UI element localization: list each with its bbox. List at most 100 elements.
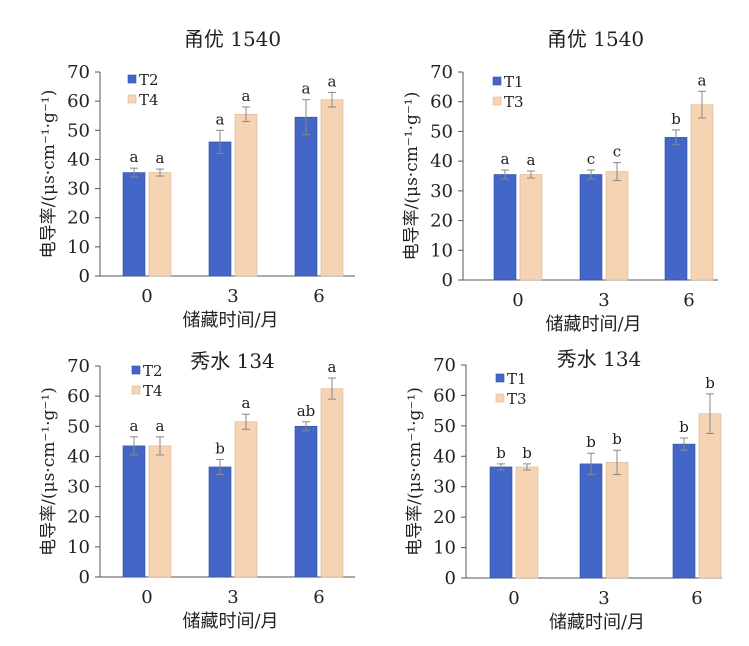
- y-tick-label: 10: [430, 240, 453, 261]
- legend-swatch-t3: [492, 96, 502, 106]
- significance-label: a: [698, 71, 707, 89]
- legend-label-t3: T3: [507, 390, 527, 408]
- bar-t4: [234, 421, 258, 578]
- legend-label-t4: T4: [139, 91, 159, 109]
- significance-label: a: [156, 417, 165, 435]
- chart-panel-4: 秀水 134 0 10 20 30 40 50 60 70 电导率/(μs·cm⁻¹·g⁻¹) 0 3…: [405, 347, 722, 633]
- y-tick-label: 20: [430, 211, 453, 232]
- bar-t4: [320, 388, 344, 578]
- y-tick-label: 70: [433, 355, 456, 376]
- y-tick-label: 70: [67, 62, 90, 83]
- x-tick-label: 3: [598, 588, 609, 609]
- y-tick-label: 10: [67, 537, 90, 558]
- significance-label: b: [496, 444, 506, 462]
- bar-t1: [493, 174, 517, 281]
- significance-label: a: [527, 151, 536, 169]
- x-axis-label: 储藏时间/月: [182, 310, 278, 331]
- y-tick-label: 60: [67, 386, 90, 407]
- x-tick-label: 6: [691, 588, 702, 609]
- y-tick-label: 40: [433, 446, 456, 467]
- bar-t4: [148, 172, 172, 277]
- bar-t2: [294, 425, 318, 578]
- bar-t3: [698, 413, 722, 579]
- bar-t4: [148, 445, 172, 578]
- y-axis-label: 电导率/(μs·cm⁻¹·g⁻¹): [39, 387, 59, 556]
- legend-swatch-t4: [127, 94, 137, 104]
- bar-t3: [690, 104, 714, 281]
- bar-t2: [122, 172, 146, 277]
- y-tick-label: 50: [430, 121, 453, 142]
- bar-t2: [208, 466, 232, 578]
- significance-label: a: [156, 149, 165, 167]
- significance-label: b: [215, 439, 225, 457]
- chart-title: 秀水 134: [557, 347, 642, 371]
- bar-t2: [208, 141, 232, 277]
- significance-label: a: [328, 358, 337, 376]
- significance-label: c: [613, 143, 621, 161]
- legend-swatch-t1: [492, 76, 502, 86]
- y-axis-label: 电导率/(μs·cm⁻¹·g⁻¹): [402, 92, 422, 261]
- y-tick-label: 40: [67, 149, 90, 170]
- x-axis-label: 储藏时间/月: [545, 314, 641, 335]
- significance-label: ab: [297, 402, 316, 420]
- y-tick-label: 30: [433, 477, 456, 498]
- x-axis-label: 储藏时间/月: [549, 612, 645, 633]
- x-axis-label: 储藏时间/月: [182, 611, 278, 632]
- y-tick-label: 50: [67, 416, 90, 437]
- x-tick-label: 0: [141, 587, 152, 608]
- significance-label: b: [612, 430, 622, 448]
- significance-label: a: [242, 394, 251, 412]
- y-tick-label: 0: [79, 567, 90, 588]
- legend-swatch-t1: [495, 373, 505, 383]
- y-tick-label: 50: [67, 120, 90, 141]
- chart-title: 甬优 1540: [184, 27, 281, 51]
- y-tick-label: 70: [67, 356, 90, 377]
- chart-title: 秀水 134: [190, 349, 275, 373]
- significance-label: a: [130, 148, 139, 166]
- chart-panel-3: 秀水 134 0 10 20 30 40 50 60 70 电导率/(μs·cm⁻¹·g⁻¹) 0 3…: [39, 349, 355, 632]
- significance-label: b: [522, 444, 532, 462]
- x-tick-label: 0: [141, 286, 152, 307]
- y-tick-label: 0: [445, 568, 456, 589]
- significance-label: b: [705, 374, 715, 392]
- y-tick-label: 60: [430, 92, 453, 113]
- bar-t1: [489, 466, 513, 579]
- y-tick-label: 30: [67, 179, 90, 200]
- significance-label: c: [587, 150, 595, 168]
- legend-swatch-t2: [131, 365, 141, 375]
- y-tick-label: 0: [442, 270, 453, 291]
- significance-label: a: [328, 72, 337, 90]
- bar-t2: [294, 116, 318, 277]
- y-tick-label: 30: [67, 477, 90, 498]
- bar-t1: [672, 443, 696, 579]
- legend-label-t1: T1: [504, 73, 524, 91]
- y-tick-label: 0: [79, 266, 90, 287]
- legend-label-t2: T2: [143, 362, 163, 380]
- significance-label: b: [586, 433, 596, 451]
- y-tick-label: 20: [67, 507, 90, 528]
- chart-panel-1: 甬优 1540 0 10 20 30 40 50 60 70 电导率/(μs·cm⁻¹·g⁻¹) 0…: [39, 27, 355, 331]
- legend-label-t4: T4: [143, 382, 163, 400]
- x-tick-label: 3: [227, 286, 238, 307]
- x-tick-label: 0: [512, 290, 523, 311]
- y-tick-label: 60: [433, 385, 456, 406]
- significance-label: a: [501, 150, 510, 168]
- x-tick-label: 0: [508, 588, 519, 609]
- chart-panel-2: 甬优 1540 0 10 20 30 40 50 60 70 电导率/(μs·cm⁻¹·g⁻¹) 0…: [402, 27, 718, 335]
- legend-swatch-t4: [131, 385, 141, 395]
- y-tick-label: 40: [430, 151, 453, 172]
- y-tick-label: 60: [67, 91, 90, 112]
- x-tick-label: 6: [313, 587, 324, 608]
- bar-t4: [320, 99, 344, 277]
- legend-label-t1: T1: [507, 370, 527, 388]
- y-tick-label: 10: [433, 538, 456, 559]
- significance-label: b: [671, 110, 681, 128]
- y-tick-label: 40: [67, 446, 90, 467]
- bar-t3: [605, 171, 629, 281]
- significance-label: a: [302, 80, 311, 98]
- chart-title: 甬优 1540: [547, 27, 644, 51]
- bar-t4: [234, 113, 258, 277]
- y-tick-label: 10: [67, 237, 90, 258]
- x-tick-label: 3: [598, 290, 609, 311]
